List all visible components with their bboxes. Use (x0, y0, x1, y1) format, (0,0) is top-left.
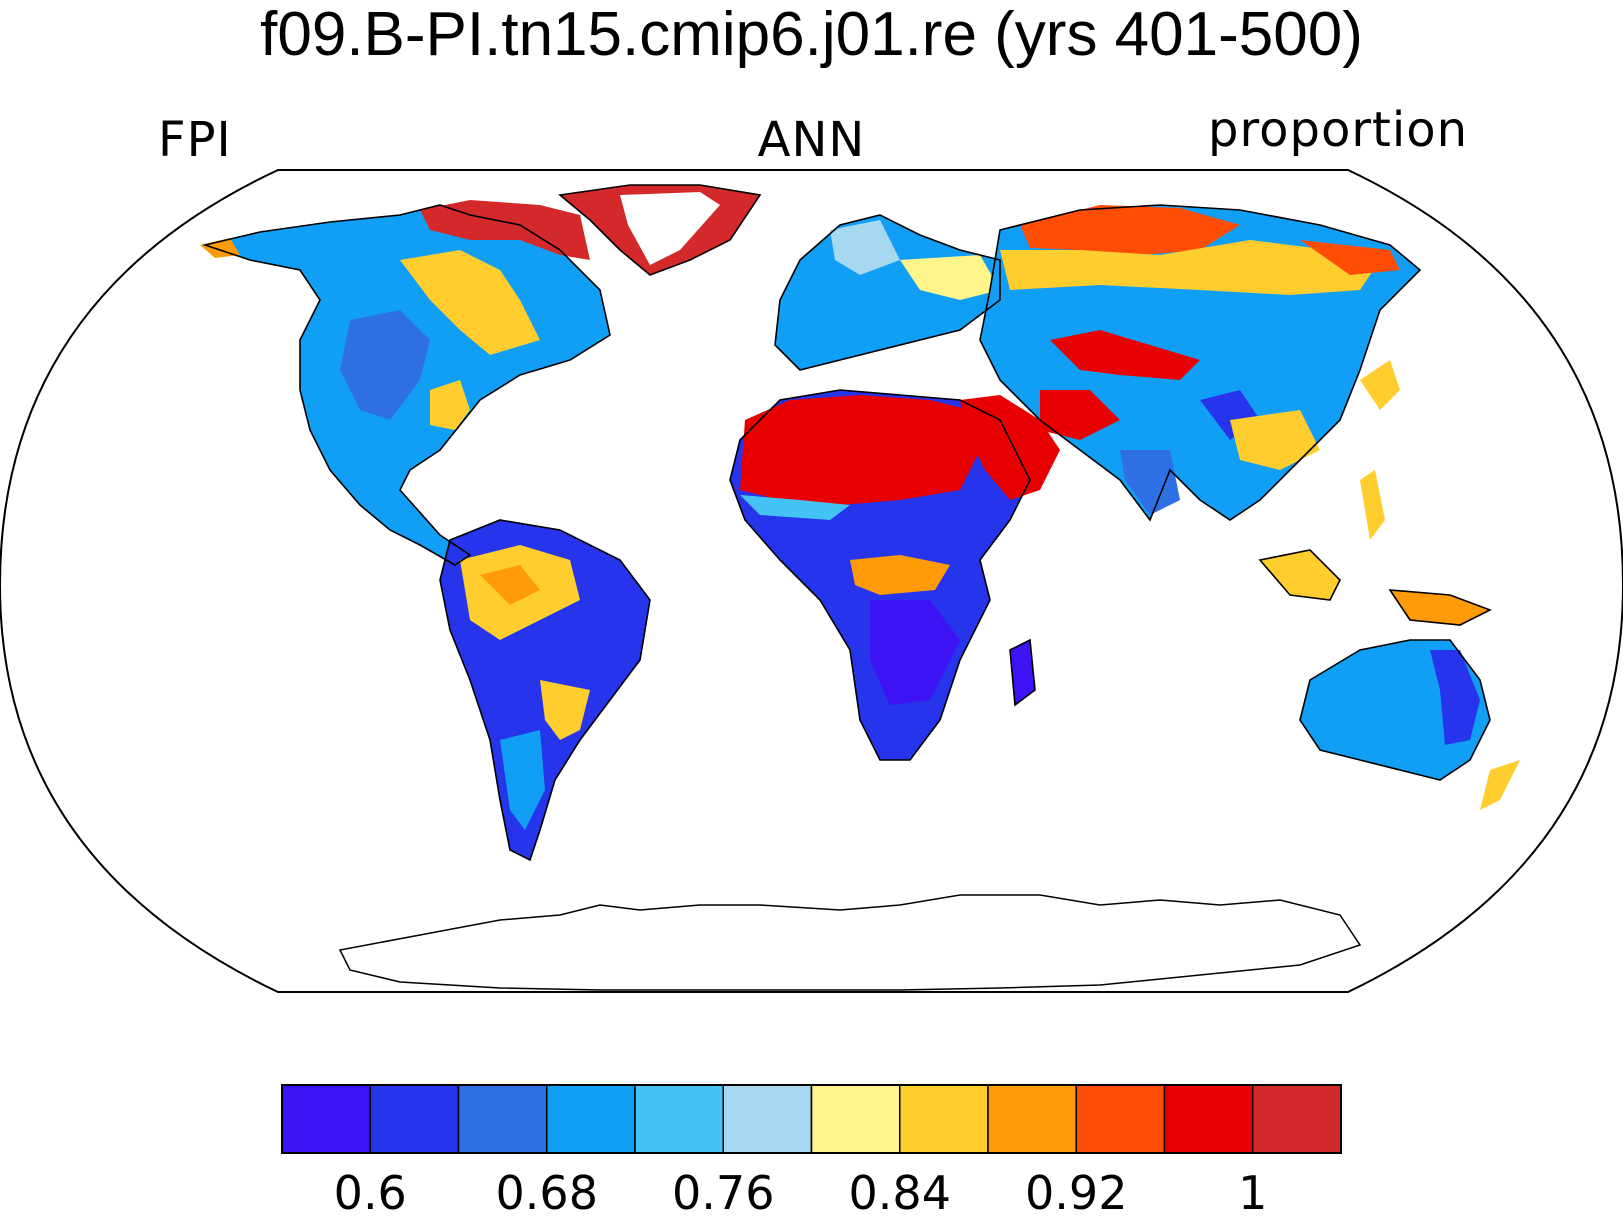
colorbar-swatch (369, 1084, 460, 1154)
colorbar-tick-label: 1 (1238, 1166, 1268, 1220)
variable-label: FPI (158, 112, 232, 168)
colorbar (281, 1084, 1342, 1154)
colorbar-swatch (634, 1084, 724, 1154)
colorbar-swatch (281, 1084, 371, 1154)
colorbar-swatch (1163, 1084, 1254, 1154)
colorbar-tick-label: 0.76 (672, 1166, 775, 1220)
colorbar-tick-label: 0.6 (333, 1166, 407, 1220)
season-label: ANN (757, 112, 866, 168)
colorbar-swatch (1075, 1084, 1166, 1154)
colorbar-swatch (1252, 1084, 1342, 1154)
land-fill (200, 185, 1520, 991)
colorbar-frame (281, 1084, 1342, 1154)
colorbar-swatch (810, 1084, 901, 1154)
maritime-se-asia (1260, 550, 1340, 600)
colorbar-tick-label: 0.84 (848, 1166, 951, 1220)
colorbar-swatch (722, 1084, 813, 1154)
europe (775, 215, 1000, 370)
colorbar-swatch (899, 1084, 989, 1154)
map-title: f09.B-PI.tn15.cmip6.j01.re (yrs 401-500) (260, 0, 1363, 69)
colorbar-swatch (987, 1084, 1077, 1154)
units-label: proportion (1207, 102, 1468, 158)
coastlines (202, 184, 1492, 862)
colorbar-swatch (546, 1084, 636, 1154)
arabia (960, 395, 1060, 500)
colorbar-tick-label: 0.92 (1025, 1166, 1128, 1220)
colorbar-swatch (457, 1084, 548, 1154)
colorbar-tick-label: 0.68 (495, 1166, 598, 1220)
antarctica (338, 894, 1362, 991)
